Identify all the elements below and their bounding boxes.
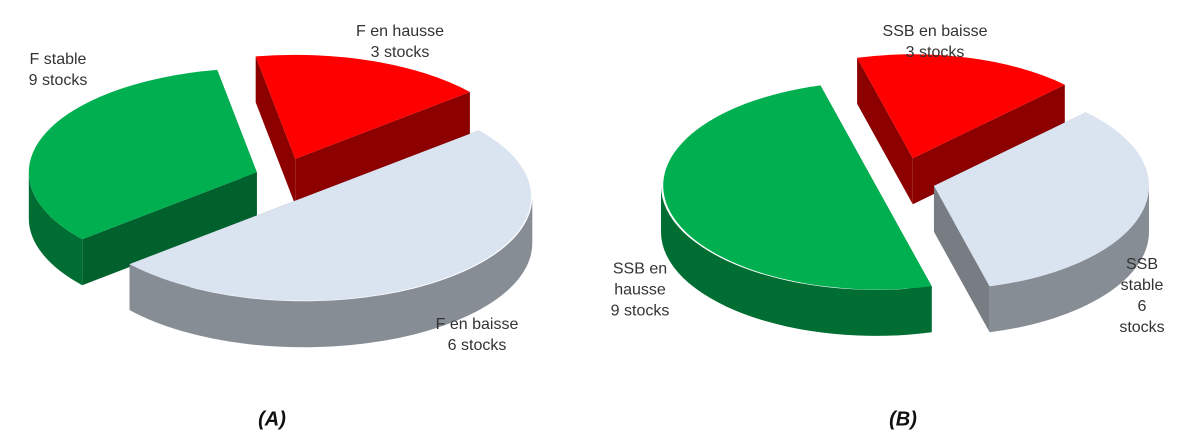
slice-label: F en hausse 3 stocks (356, 21, 444, 63)
category-label: SSB en hausse (612, 260, 668, 299)
slice-label: F en baisse 6 stocks (436, 314, 519, 356)
value-label: 3 stocks (370, 44, 430, 61)
slice-side-wall (933, 185, 990, 333)
slice-side-wall (255, 56, 296, 205)
slice-label: SSB en baisse 3 stocks (883, 21, 988, 63)
slice-side-wall (295, 92, 470, 205)
slice-side-wall (857, 57, 913, 205)
value-label: 6 stocks (1119, 298, 1165, 336)
slice-top (857, 54, 1065, 159)
value-label: 9 stocks (610, 302, 670, 320)
category-label: SSB en baisse (882, 23, 988, 40)
value-label: 3 stocks (905, 44, 965, 61)
slice-top (129, 130, 532, 301)
slice-side (661, 185, 932, 336)
value-label: 9 stocks (28, 72, 88, 89)
slice-side-wall (912, 84, 1065, 205)
slice-top (663, 85, 932, 290)
chart-caption: (B) (889, 408, 917, 431)
category-label: SSB stable (1120, 256, 1164, 294)
slice-label: F stable 9 stocks (29, 49, 88, 91)
category-label: F en baisse (435, 316, 519, 333)
slice-side (28, 172, 83, 286)
slice-top (28, 69, 257, 240)
slice-label: SSB en hausse 9 stocks (600, 259, 680, 322)
slice-top (933, 112, 1149, 287)
slice-side (129, 197, 533, 348)
slice-side (989, 185, 1149, 333)
slice-top (255, 54, 470, 159)
category-label: F stable (29, 51, 87, 68)
chart-caption: (A) (258, 408, 286, 431)
slice-label: SSB stable 6 stocks (1114, 254, 1170, 338)
category-label: F en hausse (355, 23, 445, 40)
slice-side-wall (82, 172, 257, 286)
value-label: 6 stocks (447, 337, 507, 354)
